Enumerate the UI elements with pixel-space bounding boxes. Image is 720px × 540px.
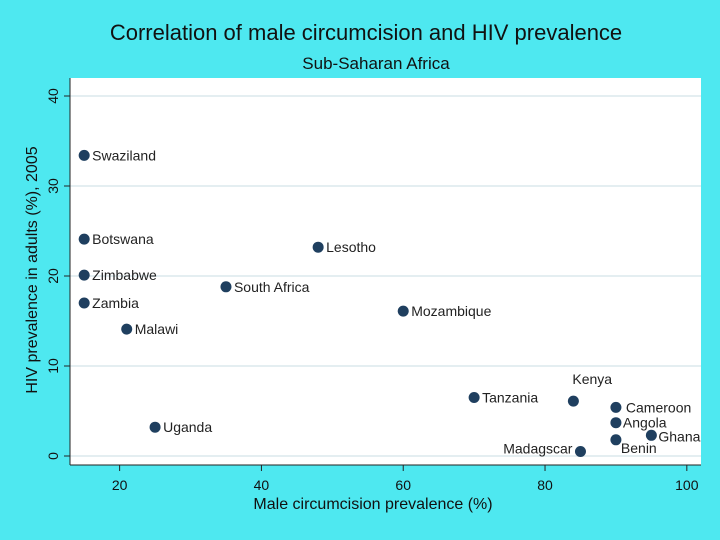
data-point: [574, 446, 586, 457]
x-axis-label: Male circumcision prevalence (%): [253, 496, 492, 513]
y-tick-label: 0: [45, 452, 61, 460]
x-tick-label: 80: [537, 477, 553, 493]
data-point: [645, 429, 657, 441]
x-tick-label: 60: [395, 477, 411, 493]
point-label: Tanzania: [482, 390, 538, 406]
data-point: [149, 421, 161, 433]
data-point: [610, 401, 622, 413]
y-axis-ticks: 0 10 20 30 40: [45, 88, 70, 460]
y-tick-label: 30: [45, 178, 61, 194]
point-label: South Africa: [234, 279, 310, 295]
gridlines: [70, 95, 701, 457]
chart-title: Correlation of male circumcision and HIV…: [110, 20, 622, 45]
point-label: Swaziland: [92, 147, 156, 163]
point-label: Lesotho: [326, 239, 376, 255]
point-label: Mozambique: [411, 303, 491, 319]
data-point: [397, 305, 409, 317]
y-axis-label: HIV prevalence in adults (%), 2005: [24, 146, 41, 393]
data-point: [78, 297, 90, 309]
y-tick-label: 40: [45, 88, 61, 104]
point-label: Madagscar: [503, 441, 573, 457]
plot-area: [70, 78, 701, 465]
data-point: [78, 233, 90, 245]
point-label: Zimbabwe: [92, 267, 157, 283]
data-point: [567, 395, 579, 407]
data-point: [312, 241, 324, 253]
x-tick-label: 20: [112, 477, 128, 493]
y-tick-label: 20: [45, 268, 61, 284]
y-tick-label: 10: [45, 358, 61, 374]
data-point: [610, 417, 622, 429]
point-label: Cameroon: [626, 399, 691, 415]
chart-subtitle: Sub-Saharan Africa: [302, 54, 450, 73]
point-label: Angola: [623, 415, 667, 431]
x-axis-ticks: 20 40 60 80 100: [112, 465, 699, 493]
data-point: [78, 149, 90, 161]
data-point: [220, 281, 232, 293]
point-label: Malawi: [135, 321, 179, 337]
x-tick-label: 100: [675, 477, 699, 493]
point-label: Ghana: [658, 428, 700, 444]
data-point: [121, 323, 133, 335]
point-label: Zambia: [92, 295, 139, 311]
x-tick-label: 40: [254, 477, 270, 493]
point-label: Benin: [621, 440, 657, 456]
point-label: Kenya: [572, 371, 612, 387]
data-points: Swaziland Botswana Zimbabwe Zambia Lesotho So…: [78, 147, 701, 457]
point-label: Uganda: [163, 419, 212, 435]
point-label: Botswana: [92, 231, 154, 247]
data-point: [78, 269, 90, 281]
data-point: [610, 434, 622, 446]
data-point: [468, 392, 480, 403]
